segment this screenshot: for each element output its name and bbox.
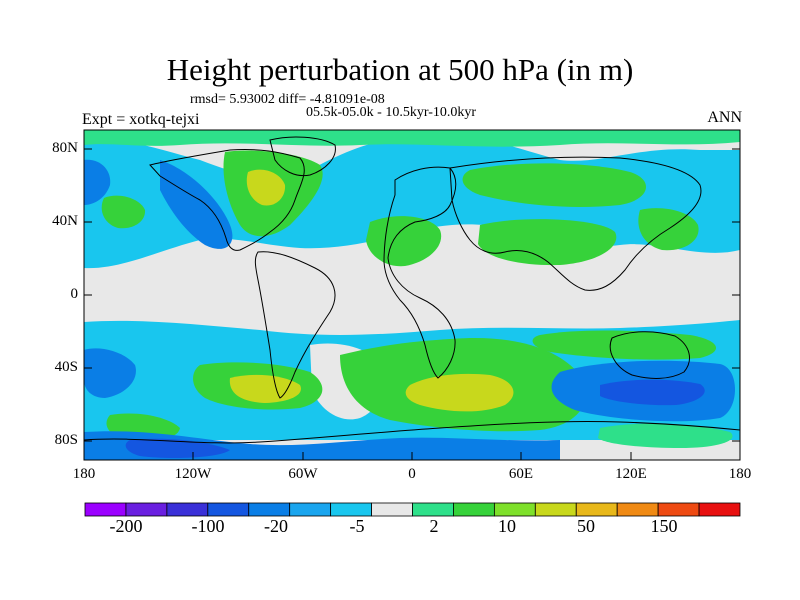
lon-tick-marks [83, 452, 741, 460]
australia-coast [609, 331, 690, 379]
sh-darkblue-antarctic [125, 438, 230, 458]
lon-tick-60w: 60W [288, 466, 318, 482]
sh-green-east [532, 330, 717, 360]
colorbar-swatch [453, 502, 495, 517]
nh-yellow-america [246, 169, 286, 206]
greenland-coast [269, 136, 336, 177]
sh-darkblue-indian [600, 379, 705, 406]
nh-blue-trough [160, 160, 233, 249]
lon-tick-0: 0 [408, 466, 416, 482]
season-label: ANN [707, 109, 742, 126]
nh-green-arctic [84, 130, 740, 147]
nh-green-eurasia [462, 163, 647, 207]
europe-africa-coast [383, 166, 457, 379]
colorbar-label: -100 [191, 516, 225, 536]
colorbar-swatch [698, 502, 741, 517]
sh-green-south-indian [598, 423, 733, 448]
lat-tick-marks [84, 148, 740, 442]
lon-tick-180w: 180 [72, 466, 96, 482]
map-title: Height perturbation at 500 hPa (in m) [166, 52, 634, 87]
stats-line: rmsd= 5.93002 diff= -4.81091e-08 [190, 92, 385, 107]
colorbar-label: 50 [577, 516, 595, 536]
sh-yellow-pacific [229, 374, 301, 403]
colorbar-swatch [657, 502, 700, 517]
nh-green-pacific [101, 195, 146, 229]
lon-tick-60e: 60E [508, 466, 534, 482]
coastlines [84, 136, 740, 444]
lat-tick-80n: 80N [52, 140, 78, 156]
lat-tick-0: 0 [70, 286, 79, 302]
colorbar-label: 10 [498, 516, 516, 536]
period-line: 05.5k-05.0k - 10.5kyr-10.0kyr [306, 105, 477, 120]
colorbar-swatch [84, 502, 127, 517]
colorbar-label: -5 [349, 516, 365, 536]
colorbar-swatch [166, 502, 209, 517]
lon-tick-120e: 120E [615, 466, 647, 482]
colorbar-swatch [125, 502, 168, 517]
lon-tick-120w: 120W [174, 466, 212, 482]
colorbar-swatch [330, 502, 372, 517]
colorbar-swatch [289, 502, 332, 517]
colorbar-swatch [207, 502, 250, 517]
colorbar [84, 502, 741, 517]
colorbar-label: -200 [109, 516, 143, 536]
nh-blue-west [84, 159, 111, 205]
sh-yellow-atlantic [405, 373, 514, 412]
colorbar-swatch [534, 502, 577, 517]
colorbar-label: 150 [650, 516, 678, 536]
height-field [84, 130, 740, 460]
sh-blue-south-pacific-west [84, 348, 136, 398]
nh-green-atlantic [366, 216, 442, 267]
colorbar-swatch [412, 502, 454, 517]
colorbar-swatch [493, 502, 536, 517]
lon-tick-180e: 180 [728, 466, 752, 482]
colorbar-swatch [248, 502, 291, 517]
colorbar-swatch [371, 502, 413, 517]
north-america-coast [149, 149, 305, 251]
experiment-label: Expt = xotkq-tejxi [82, 111, 200, 128]
lat-tick-80s: 80S [54, 432, 78, 448]
south-america-coast [254, 251, 336, 399]
nh-green-asia [478, 219, 617, 266]
colorbar-swatch [616, 502, 659, 517]
colorbar-label: 2 [429, 516, 439, 536]
lat-tick-40n: 40N [52, 213, 78, 229]
colorbar-swatch [575, 502, 618, 517]
colorbar-label: -20 [264, 516, 288, 536]
asia-coast [449, 156, 702, 291]
lat-tick-40s: 40S [54, 359, 78, 375]
antarctica-coast [84, 420, 740, 444]
